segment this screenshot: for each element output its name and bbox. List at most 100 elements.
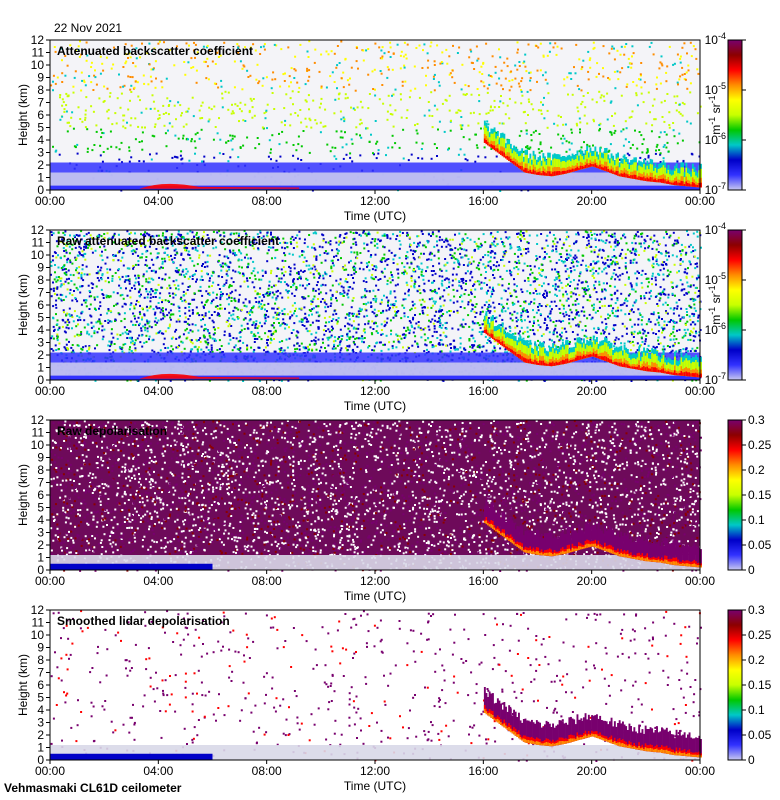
speckle xyxy=(626,86,628,88)
speckle xyxy=(198,314,200,316)
speckle xyxy=(603,95,605,97)
speckle xyxy=(633,344,635,346)
speckle xyxy=(264,43,266,45)
speckle xyxy=(326,51,328,53)
speckle xyxy=(693,304,695,306)
speckle xyxy=(431,297,433,299)
speckle xyxy=(410,90,412,92)
speckle xyxy=(441,51,443,53)
cloud-cell xyxy=(684,184,686,186)
speckle xyxy=(287,297,289,299)
speckle xyxy=(229,333,231,335)
speckle xyxy=(76,144,78,146)
speckle xyxy=(332,147,334,149)
speckle xyxy=(609,131,611,133)
speckle xyxy=(525,248,527,250)
speckle xyxy=(351,313,353,315)
speckle xyxy=(93,332,95,334)
speckle xyxy=(403,307,405,309)
speckle xyxy=(472,337,474,339)
speckle xyxy=(312,301,314,303)
speckle xyxy=(171,303,173,305)
speckle xyxy=(529,235,531,237)
speckle xyxy=(52,259,54,261)
speckle xyxy=(153,101,155,103)
speckle xyxy=(180,155,182,157)
speckle xyxy=(581,68,583,70)
speckle xyxy=(55,300,57,302)
speckle xyxy=(120,287,122,289)
speckle xyxy=(662,116,664,118)
speckle xyxy=(341,335,343,337)
speckle xyxy=(116,122,118,124)
speckle xyxy=(679,104,681,106)
speckle xyxy=(637,271,639,273)
speckle xyxy=(373,350,375,352)
speckle xyxy=(341,338,343,340)
speckle xyxy=(63,264,65,266)
speckle xyxy=(346,339,348,341)
speckle xyxy=(252,270,254,272)
speckle xyxy=(677,305,679,307)
speckle xyxy=(610,143,612,145)
speckle xyxy=(150,108,152,110)
speckle xyxy=(456,290,458,292)
speckle xyxy=(589,59,591,61)
speckle xyxy=(396,235,398,237)
speckle xyxy=(613,324,615,326)
speckle xyxy=(638,236,640,238)
speckle xyxy=(61,81,63,83)
speckle xyxy=(71,327,73,329)
speckle xyxy=(568,72,570,74)
speckle xyxy=(55,83,57,85)
speckle xyxy=(443,305,445,307)
speckle xyxy=(521,91,523,93)
speckle xyxy=(332,262,334,264)
speckle xyxy=(430,45,432,47)
speckle xyxy=(453,346,455,348)
speckle xyxy=(555,248,557,250)
speckle xyxy=(329,75,331,77)
speckle xyxy=(488,300,490,302)
speckle xyxy=(273,294,275,296)
cloud-cell xyxy=(489,145,491,147)
speckle xyxy=(540,43,542,45)
speckle xyxy=(486,342,488,344)
speckle xyxy=(162,105,164,107)
speckle xyxy=(260,46,262,48)
speckle xyxy=(178,138,180,140)
speckle xyxy=(367,127,369,129)
speckle xyxy=(227,109,229,111)
speckle xyxy=(434,320,436,322)
speckle xyxy=(573,66,575,68)
speckle xyxy=(543,293,545,295)
speckle xyxy=(54,264,56,266)
speckle xyxy=(299,109,301,111)
speckle xyxy=(111,333,113,335)
speckle xyxy=(591,305,593,307)
speckle xyxy=(274,78,276,80)
speckle xyxy=(404,42,406,44)
speckle xyxy=(432,274,434,276)
speckle xyxy=(584,115,586,117)
speckle xyxy=(645,338,647,340)
speckle xyxy=(202,279,204,281)
speckle xyxy=(423,43,425,45)
colorbar xyxy=(728,40,742,190)
speckle xyxy=(421,148,423,150)
speckle xyxy=(286,324,288,326)
speckle xyxy=(538,109,540,111)
speckle xyxy=(241,110,243,112)
speckle xyxy=(387,119,389,121)
speckle xyxy=(189,315,191,317)
y-tick-label: 8 xyxy=(37,83,44,97)
speckle xyxy=(181,158,183,160)
speckle xyxy=(538,324,540,326)
speckle xyxy=(382,103,384,105)
speckle xyxy=(359,134,361,136)
speckle xyxy=(314,266,316,268)
speckle xyxy=(205,290,207,292)
speckle xyxy=(393,52,395,54)
speckle xyxy=(503,245,505,247)
speckle xyxy=(283,274,285,276)
